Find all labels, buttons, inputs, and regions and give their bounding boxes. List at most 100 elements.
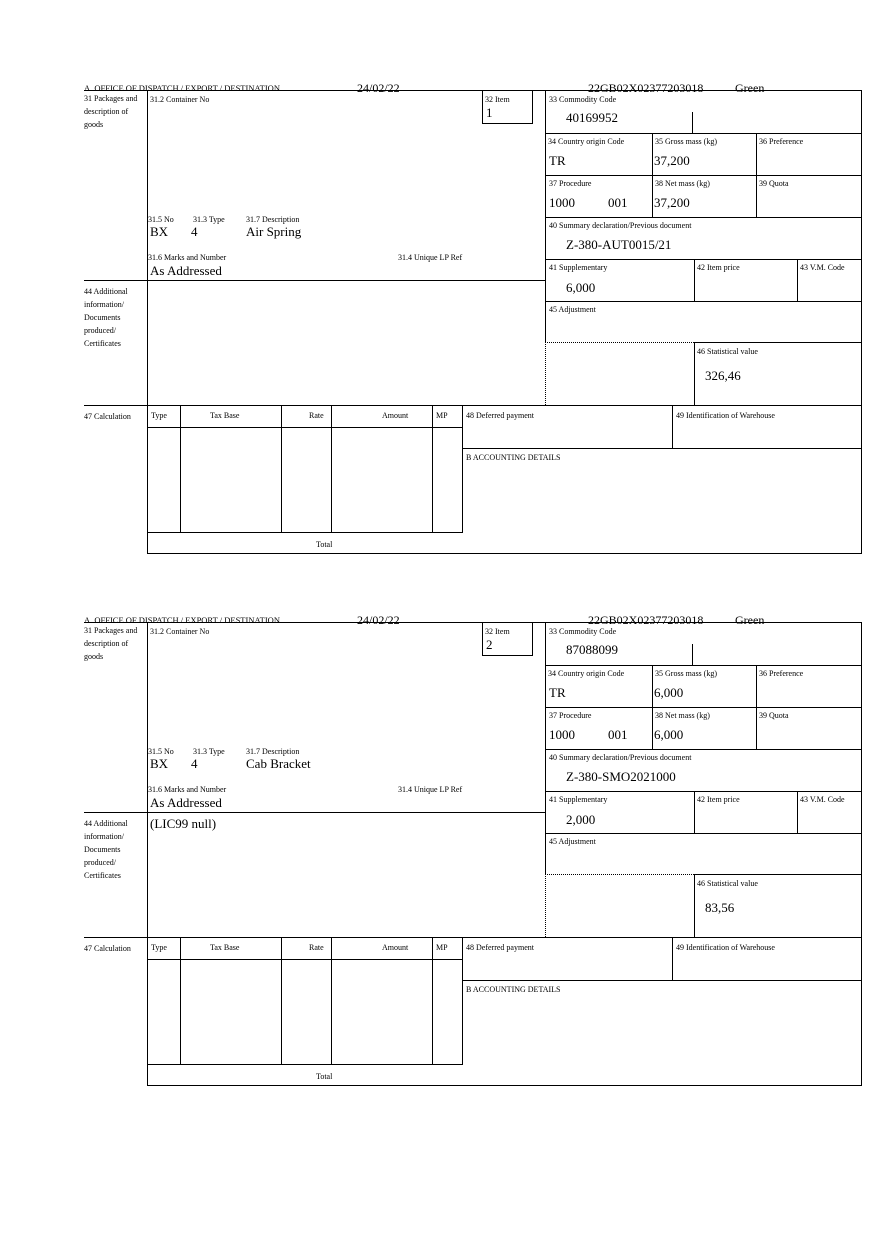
form-rule-line	[84, 90, 862, 91]
unique-ref-label: 31.4 Unique LP Ref	[398, 785, 463, 794]
form-rule-line	[482, 655, 533, 656]
form-rule-line	[545, 874, 546, 937]
form-rule-line	[180, 405, 181, 532]
gross-label: 35 Gross mass (kg)	[655, 137, 717, 146]
rate-header: Rate	[309, 943, 324, 952]
marks-value: As Addressed	[150, 263, 222, 278]
country-origin: TR	[549, 153, 566, 168]
form-rule-line	[545, 342, 694, 343]
office-label: A. OFFICE OF DISPATCH / EXPORT / DESTINA…	[84, 615, 280, 625]
form-rule-line	[694, 874, 862, 875]
form-rule-line	[180, 937, 181, 1064]
item-declaration-form: A. OFFICE OF DISPATCH / EXPORT / DESTINA…	[0, 80, 882, 560]
amount-header: Amount	[382, 943, 409, 952]
procedure-additional: 001	[608, 195, 628, 210]
marks-label: 31.6 Marks and Number	[148, 253, 227, 262]
goods-description: Cab Bracket	[246, 756, 311, 771]
form-rule-line	[462, 405, 463, 532]
country-label: 34 Country origin Code	[548, 669, 625, 678]
procedure-code: 1000	[549, 727, 575, 742]
net-mass: 6,000	[654, 727, 684, 742]
form-rule-line	[756, 665, 757, 749]
statistical-value: 83,56	[705, 900, 735, 915]
item-number: 2	[486, 637, 493, 652]
form-rule-line	[84, 812, 545, 813]
form-rule-line	[147, 532, 463, 533]
tax-base-header: Tax Base	[210, 943, 240, 952]
warehouse-label: 49 Identification of Warehouse	[676, 411, 775, 420]
vm-code-label: 43 V.M. Code	[800, 795, 845, 804]
package-kind: BX	[150, 756, 169, 771]
marks-value: As Addressed	[150, 795, 222, 810]
statistical-value: 326,46	[705, 368, 741, 383]
form-rule-line	[482, 90, 483, 123]
form-rule-line	[694, 874, 695, 937]
form-rule-line	[84, 405, 862, 406]
form-rule-line	[331, 937, 332, 1064]
form-rule-line	[545, 90, 546, 342]
form-rule-line	[692, 112, 693, 133]
package-kind: BX	[150, 224, 169, 239]
form-rule-line	[694, 342, 695, 405]
form-rule-line	[482, 123, 533, 124]
form-rule-line	[545, 707, 862, 708]
no-label: 31.5 No	[148, 215, 174, 224]
total-label: Total	[316, 1072, 333, 1081]
form-rule-line	[545, 301, 862, 302]
amount-header: Amount	[382, 411, 409, 420]
gross-mass: 37,200	[654, 153, 690, 168]
summary-document: Z-380-SMO2021000	[566, 769, 676, 784]
form-rule-line	[331, 405, 332, 532]
summary-label: 40 Summary declaration/Previous document	[549, 221, 692, 230]
summary-document: Z-380-AUT0015/21	[566, 237, 672, 252]
accounting-details-label: B ACCOUNTING DETAILS	[466, 985, 561, 994]
type-label: 31.3 Type	[193, 747, 225, 756]
office-label: A. OFFICE OF DISPATCH / EXPORT / DESTINA…	[84, 83, 280, 93]
form-rule-line	[672, 937, 673, 980]
supplementary-value: 2,000	[566, 812, 596, 827]
form-rule-line	[545, 217, 862, 218]
package-count: 4	[191, 224, 198, 239]
total-label: Total	[316, 540, 333, 549]
packages-label: 31 Packages and description of goods	[84, 94, 138, 129]
form-rule-line	[432, 405, 433, 532]
route-status: Green	[735, 81, 765, 95]
form-rule-line	[545, 259, 862, 260]
form-rule-line	[84, 937, 862, 938]
form-rule-line	[281, 937, 282, 1064]
form-rule-line	[532, 622, 533, 655]
form-rule-line	[84, 280, 545, 281]
form-rule-line	[652, 665, 653, 749]
calc-type-header: Type	[151, 943, 167, 952]
date: 24/02/22	[357, 81, 400, 95]
form-rule-line	[694, 342, 862, 343]
gross-label: 35 Gross mass (kg)	[655, 669, 717, 678]
commodity-label: 33 Commodity Code	[549, 627, 617, 636]
deferred-payment-label: 48 Deferred payment	[466, 943, 534, 952]
supplementary-value: 6,000	[566, 280, 596, 295]
form-rule-line	[694, 791, 695, 833]
warehouse-label: 49 Identification of Warehouse	[676, 943, 775, 952]
commodity-code: 87088099	[566, 642, 618, 657]
form-rule-line	[861, 90, 862, 553]
form-rule-line	[545, 342, 546, 405]
form-rule-line	[652, 133, 653, 217]
supplementary-label: 41 Supplementary	[549, 263, 608, 272]
tax-base-header: Tax Base	[210, 411, 240, 420]
adjustment-label: 45 Adjustment	[549, 837, 596, 846]
item-price-label: 42 Item price	[697, 795, 740, 804]
country-label: 34 Country origin Code	[548, 137, 625, 146]
item-number: 1	[486, 105, 493, 120]
additional-info-label: 44 Additional information/ Documents pro…	[84, 819, 128, 880]
procedure-label: 37 Procedure	[549, 179, 592, 188]
marks-label: 31.6 Marks and Number	[148, 785, 227, 794]
item-label: 32 Item	[485, 95, 510, 104]
item-declaration-form: A. OFFICE OF DISPATCH / EXPORT / DESTINA…	[0, 612, 882, 1092]
statistical-label: 46 Statistical value	[697, 879, 758, 888]
calculation-label: 47 Calculation	[84, 412, 131, 421]
container-label: 31.2 Container No	[150, 95, 210, 104]
procedure-label: 37 Procedure	[549, 711, 592, 720]
deferred-payment-label: 48 Deferred payment	[466, 411, 534, 420]
description-label: 31.7 Description	[246, 215, 300, 224]
